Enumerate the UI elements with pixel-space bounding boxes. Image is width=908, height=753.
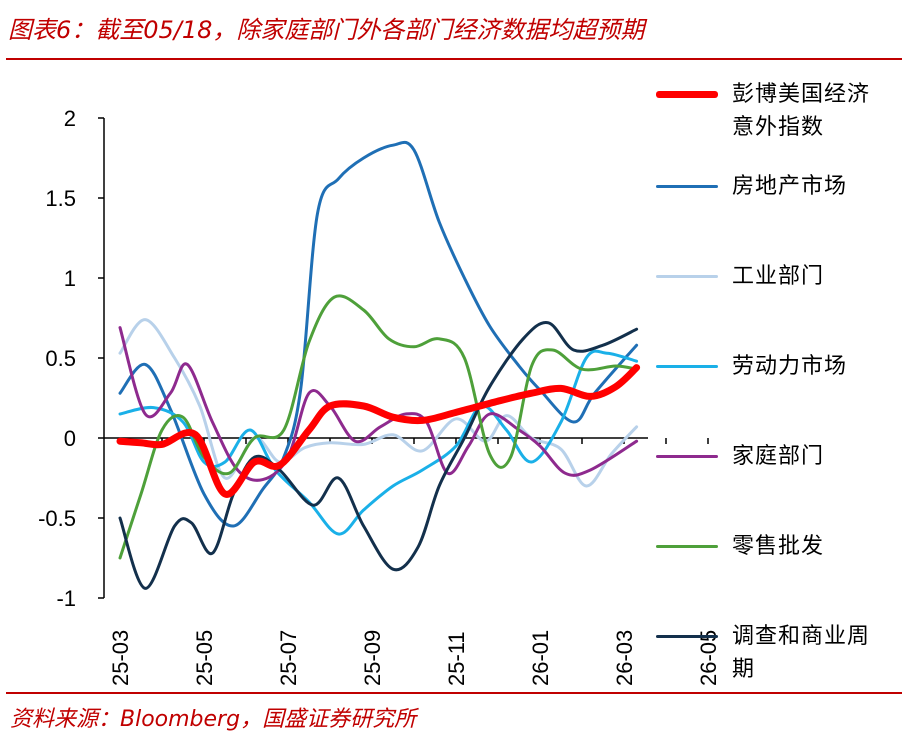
x-tick-label: 26-01 bbox=[528, 630, 553, 686]
legend-label: 调查和商业周期 bbox=[732, 624, 871, 682]
legend-item: 家庭部门 bbox=[656, 440, 882, 473]
x-tick-label: 25-05 bbox=[192, 630, 217, 686]
legend-item: 工业部门 bbox=[656, 260, 882, 293]
x-tick-label: 26-03 bbox=[612, 630, 637, 686]
y-tick-label: 1 bbox=[64, 266, 76, 291]
legend-swatch bbox=[656, 454, 718, 458]
figure-title: 图表6：截至05/18，除家庭部门外各部门经济数据均超预期 bbox=[8, 16, 645, 44]
y-tick-label: -0.5 bbox=[38, 506, 76, 531]
legend-item: 房地产市场 bbox=[656, 170, 882, 203]
x-tick-label: 25-09 bbox=[360, 630, 385, 686]
series-line-4 bbox=[118, 326, 639, 482]
legend-label: 彭博美国经济意外指数 bbox=[732, 82, 871, 140]
legend-swatch bbox=[656, 90, 718, 98]
legend-label: 家庭部门 bbox=[732, 444, 825, 469]
y-tick-label: 0 bbox=[64, 426, 76, 451]
y-tick-label: -1 bbox=[56, 586, 76, 611]
series-line-0 bbox=[116, 364, 641, 498]
y-tick-label: 1.5 bbox=[45, 186, 76, 211]
legend-swatch bbox=[656, 274, 718, 278]
legend-item: 调查和商业周期 bbox=[656, 620, 882, 686]
series-line-6 bbox=[118, 321, 639, 590]
legend-swatch bbox=[656, 634, 718, 638]
legend-label: 房地产市场 bbox=[732, 174, 848, 199]
legend-item: 彭博美国经济意外指数 bbox=[656, 78, 882, 144]
legend-item: 劳动力市场 bbox=[656, 350, 882, 383]
x-tick-label: 25-03 bbox=[108, 630, 133, 686]
title-divider bbox=[6, 58, 902, 60]
axes: -1 -0.5 0 0.5 1 1.5 2 25-03 25-05 25-07 25-09 25-11… bbox=[38, 106, 721, 686]
source-divider bbox=[6, 692, 902, 694]
series-line-2 bbox=[118, 318, 639, 488]
y-tick-label: 0.5 bbox=[45, 346, 76, 371]
legend-swatch bbox=[656, 364, 718, 368]
series-layer bbox=[116, 140, 641, 590]
legend-label: 零售批发 bbox=[732, 534, 825, 559]
legend-label: 劳动力市场 bbox=[732, 354, 848, 379]
legend-swatch bbox=[656, 544, 718, 548]
y-tick-label: 2 bbox=[64, 106, 76, 131]
source-note: 资料来源：Bloomberg，国盛证券研究所 bbox=[10, 707, 417, 732]
x-tick-label: 26-05 bbox=[696, 630, 721, 686]
x-tick-label: 25-07 bbox=[276, 630, 301, 686]
legend-swatch bbox=[656, 184, 718, 188]
legend-item: 零售批发 bbox=[656, 530, 882, 563]
legend-label: 工业部门 bbox=[732, 264, 825, 289]
x-tick-label: 25-11 bbox=[444, 631, 469, 686]
